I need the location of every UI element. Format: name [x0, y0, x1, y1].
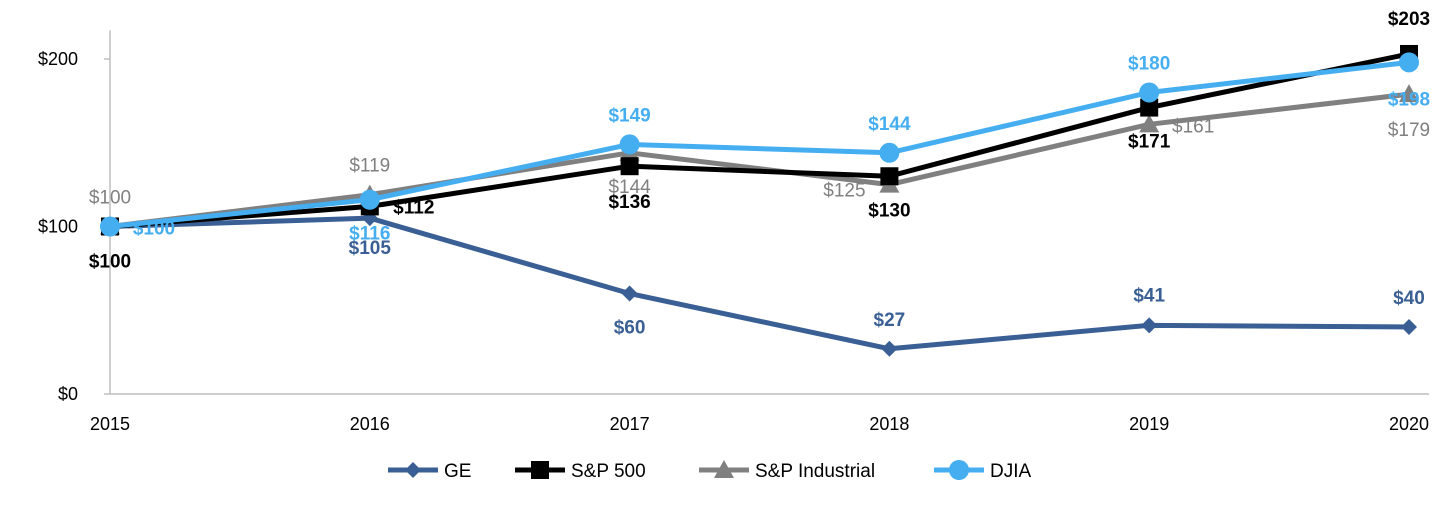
data-label: $40 — [1393, 288, 1425, 309]
data-point — [879, 142, 900, 163]
x-tick-label: 2016 — [350, 414, 390, 434]
x-tick-label: 2017 — [610, 414, 650, 434]
data-point — [621, 285, 638, 302]
series-lines — [109, 51, 1410, 352]
y-tick-label: $0 — [58, 384, 78, 404]
legend-label: GE — [444, 461, 471, 482]
data-label: $198 — [1388, 89, 1430, 110]
data-point — [1401, 319, 1417, 335]
data-label: $125 — [823, 181, 865, 202]
legend-label: S&P Industrial — [755, 461, 875, 482]
data-label: $144 — [868, 114, 911, 135]
data-label: $100 — [89, 188, 131, 209]
data-label: $130 — [868, 200, 910, 221]
data-label: $60 — [614, 318, 646, 339]
y-tick-label: $200 — [38, 49, 78, 69]
legend-marker — [531, 461, 549, 479]
axes: $0 $100 $200 2015 2016 2017 2018 2019 2020 — [38, 30, 1429, 434]
series-markers — [100, 44, 1419, 357]
legend-marker — [949, 460, 969, 480]
data-point — [619, 134, 640, 155]
x-tick-label: 2015 — [90, 414, 130, 434]
series-line-djia — [109, 59, 1410, 229]
data-point — [1141, 317, 1158, 334]
data-label: $100 — [89, 252, 131, 273]
data-point — [1399, 52, 1419, 73]
data-point — [1140, 98, 1159, 117]
x-tick-label: 2020 — [1389, 414, 1429, 434]
data-label: $100 — [133, 219, 175, 240]
series-line-ge — [109, 215, 1410, 352]
series-line-s-p-500 — [109, 51, 1410, 229]
legend-marker — [405, 462, 421, 478]
data-point — [1139, 82, 1160, 103]
data-label: $149 — [608, 105, 650, 126]
data-point — [359, 189, 380, 210]
data-label: $171 — [1128, 132, 1171, 153]
data-label: $105 — [349, 238, 392, 259]
data-label: $179 — [1388, 120, 1430, 141]
data-label: $161 — [1172, 116, 1214, 137]
data-point — [880, 167, 899, 186]
x-tick-label: 2018 — [869, 414, 909, 434]
data-labels: $105 $60 $27 $41 $40 $100 $112 $136 $130 $171 $203… — [89, 9, 1430, 339]
data-point — [1399, 84, 1419, 103]
y-tick-label: $100 — [38, 217, 78, 237]
data-point — [1139, 114, 1160, 133]
data-point — [100, 216, 120, 237]
data-label: $203 — [1388, 9, 1430, 30]
data-label: $112 — [393, 197, 434, 218]
data-label: $41 — [1133, 285, 1165, 306]
data-label: $136 — [608, 192, 650, 213]
legend-label: S&P 500 — [571, 461, 646, 482]
data-point — [881, 340, 898, 357]
data-label: $27 — [874, 310, 906, 331]
series-line-s-p-industrial — [109, 91, 1410, 229]
legend-marker — [714, 460, 734, 478]
data-label: $116 — [349, 224, 390, 245]
data-label: $144 — [608, 177, 651, 198]
data-label: $119 — [349, 156, 390, 177]
data-point — [620, 157, 639, 176]
legend: GE S&P 500 S&P Industrial DJIA — [388, 460, 1032, 482]
legend-label: DJIA — [990, 461, 1032, 482]
data-label: $180 — [1128, 54, 1170, 75]
x-tick-label: 2019 — [1129, 414, 1169, 434]
